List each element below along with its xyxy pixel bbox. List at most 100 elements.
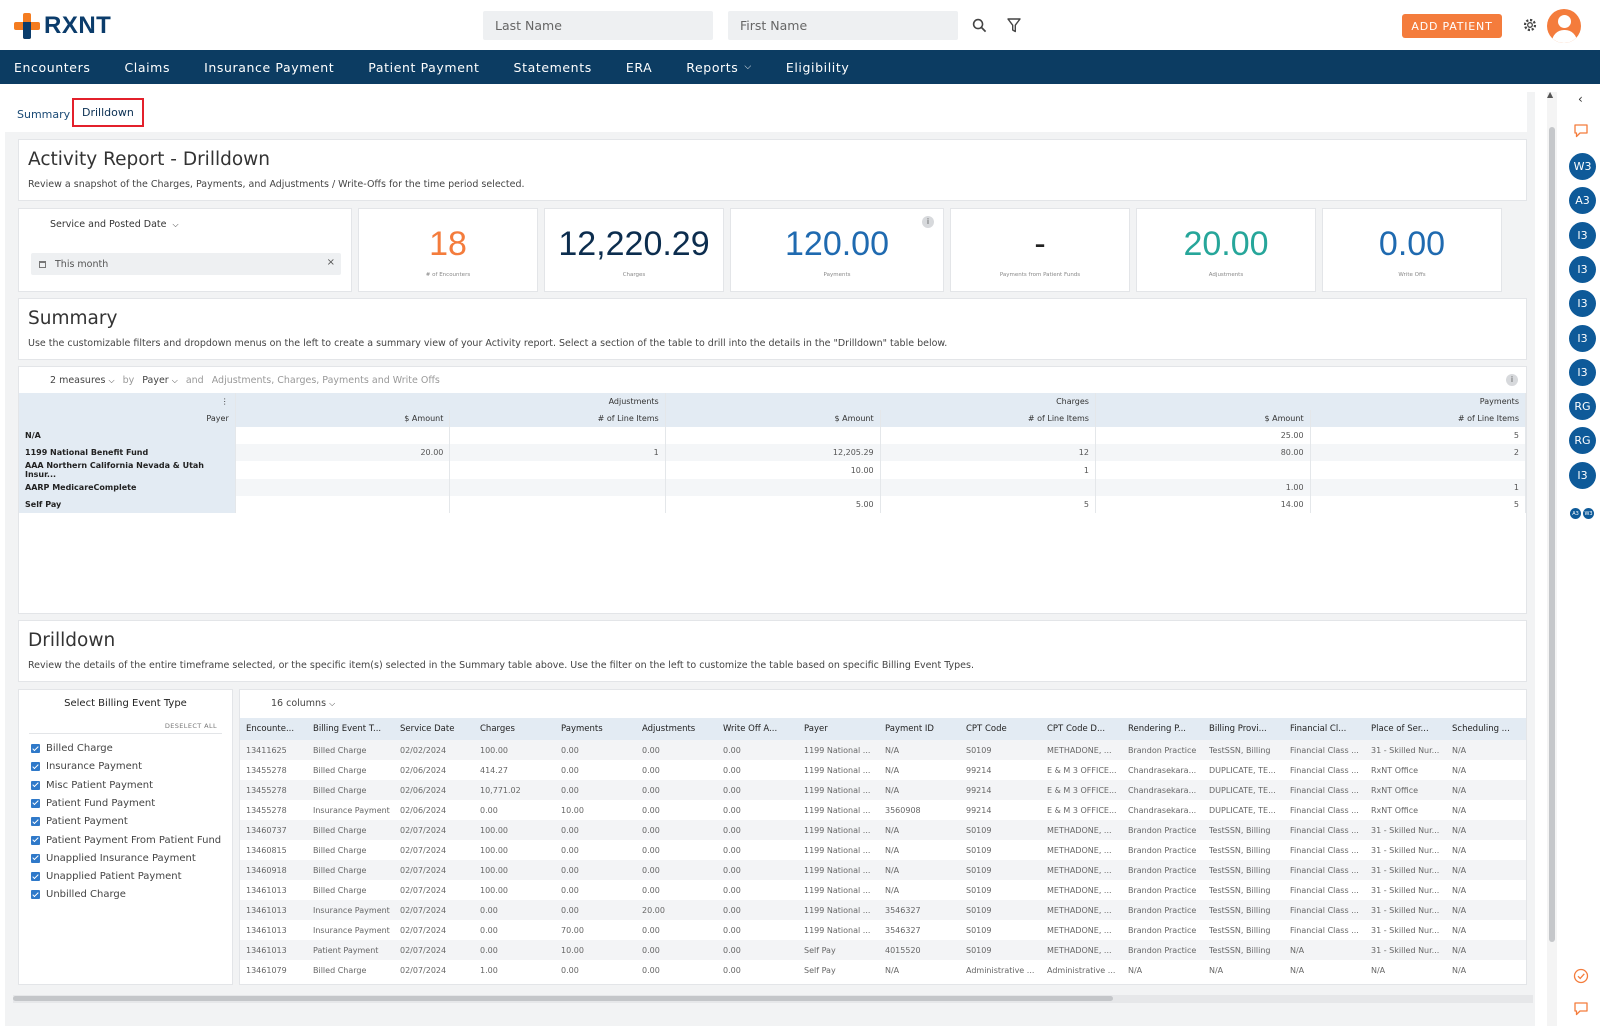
filter-icon[interactable]	[1003, 14, 1025, 36]
checkbox-checked-icon[interactable]	[31, 780, 40, 790]
column-header[interactable]: Place of Ser...	[1365, 718, 1446, 740]
billing-type-option[interactable]: Misc Patient Payment	[31, 780, 153, 791]
billing-type-option[interactable]: Unbilled Charge	[31, 889, 126, 900]
payer-cell[interactable]: Self Pay	[19, 496, 236, 513]
table-row[interactable]: 13461013 Insurance Payment 02/07/2024 0.00 0…	[240, 900, 1526, 920]
user-bubble[interactable]: RG	[1569, 393, 1596, 421]
value-cell[interactable]: 5	[1310, 496, 1527, 513]
user-bubble-small[interactable]: A3	[1570, 508, 1581, 519]
info-icon[interactable]: i	[1506, 374, 1518, 386]
user-avatar[interactable]	[1547, 9, 1581, 43]
value-cell[interactable]	[665, 427, 881, 444]
value-cell[interactable]	[880, 479, 1096, 496]
collapse-rail-icon[interactable]: ‹	[1578, 92, 1583, 106]
table-row[interactable]: 13460815 Billed Charge 02/07/2024 100.00 0.0…	[240, 840, 1526, 860]
payer-dropdown[interactable]: Payer ⌵	[142, 375, 178, 386]
messages-icon[interactable]	[1573, 1001, 1589, 1020]
column-header[interactable]: Payment ID	[879, 718, 960, 740]
payer-cell[interactable]: 1199 National Benefit Fund	[19, 444, 236, 461]
column-header[interactable]: Service Date	[394, 718, 474, 740]
table-row[interactable]: 13455278 Insurance Payment 02/06/2024 0.00 1…	[240, 800, 1526, 820]
column-header[interactable]: Billing Provi...	[1203, 718, 1284, 740]
summary-row[interactable]: AAA Northern California Nevada & Utah In…	[19, 461, 1527, 479]
nav-item-era[interactable]: ERA	[625, 59, 653, 75]
column-header[interactable]: Payments	[555, 718, 636, 740]
value-cell[interactable]: 5	[880, 496, 1096, 513]
kpi-adjustments[interactable]: 20.00 Adjustments	[1136, 208, 1316, 292]
table-row[interactable]: 13461013 Billed Charge 02/07/2024 100.00 0.0…	[240, 880, 1526, 900]
nav-item-reports[interactable]: Reports ⌵	[686, 60, 752, 75]
column-header[interactable]: Write Off A...	[717, 718, 798, 740]
value-cell[interactable]	[235, 496, 451, 513]
column-header[interactable]: $ Amount	[665, 410, 881, 427]
date-range-field[interactable]: This month ×	[31, 253, 341, 275]
value-cell[interactable]	[665, 479, 881, 496]
deselect-all-button[interactable]: DESELECT ALL	[164, 722, 217, 730]
checkbox-checked-icon[interactable]	[31, 890, 40, 900]
vertical-scroll-thumb[interactable]	[1549, 127, 1555, 942]
add-patient-button[interactable]: ADD PATIENT	[1402, 14, 1502, 38]
value-cell[interactable]: 25.00	[1095, 427, 1311, 444]
payer-column-header[interactable]: Payer	[19, 410, 236, 427]
billing-type-option[interactable]: Patient Payment	[31, 816, 128, 827]
columns-label[interactable]: Adjustments, Charges, Payments and Write…	[211, 374, 440, 386]
value-cell[interactable]	[880, 427, 1096, 444]
column-header[interactable]: Billing Event T...	[307, 718, 394, 740]
user-bubble[interactable]: I3	[1569, 221, 1596, 249]
value-cell[interactable]	[449, 479, 666, 496]
scroll-up-icon[interactable]: ▲	[1547, 90, 1554, 99]
value-cell[interactable]: 10.00	[665, 461, 881, 479]
table-row[interactable]: 13461013 Patient Payment 02/07/2024 0.00 10.…	[240, 940, 1526, 960]
column-header[interactable]: CPT Code	[960, 718, 1041, 740]
column-header[interactable]: Rendering P...	[1122, 718, 1203, 740]
pivot-menu-icon[interactable]: ⋮	[19, 393, 236, 410]
value-cell[interactable]	[449, 461, 666, 479]
measures-dropdown[interactable]: 2 measures ⌵	[50, 375, 115, 386]
table-row[interactable]: 13455278 Billed Charge 02/06/2024 10,771.02…	[240, 780, 1526, 800]
nav-item-insurance-payment[interactable]: Insurance Payment	[204, 59, 335, 75]
table-row[interactable]: 13461013 Insurance Payment 02/07/2024 0.00 7…	[240, 920, 1526, 940]
nav-item-patient-payment[interactable]: Patient Payment	[368, 59, 480, 75]
user-bubble[interactable]: W3	[1569, 153, 1596, 180]
checkbox-checked-icon[interactable]	[31, 835, 40, 845]
column-header[interactable]: # of Line Items	[449, 410, 666, 427]
column-header[interactable]: $ Amount	[235, 410, 451, 427]
kpi-patient-fund-payments[interactable]: - Payments from Patient Funds	[950, 208, 1130, 292]
checkbox-checked-icon[interactable]	[31, 872, 40, 882]
tasks-check-icon[interactable]	[1573, 968, 1589, 988]
group-header[interactable]: Adjustments	[235, 393, 666, 410]
column-header[interactable]: # of Line Items	[1310, 410, 1527, 427]
summary-row[interactable]: 1199 National Benefit Fund 20.00 1 12,205.2…	[19, 444, 1527, 461]
kpi-charges[interactable]: 12,220.29 Charges	[544, 208, 724, 292]
info-icon[interactable]: i	[922, 216, 934, 228]
billing-type-option[interactable]: Unapplied Insurance Payment	[31, 853, 196, 864]
column-header[interactable]: Encounte...	[240, 718, 307, 740]
nav-item-statements[interactable]: Statements	[513, 59, 592, 75]
column-header[interactable]: Charges	[474, 718, 555, 740]
last-name-input[interactable]	[483, 11, 713, 40]
group-header[interactable]: Charges	[665, 393, 1096, 410]
billing-type-option[interactable]: Insurance Payment	[31, 761, 142, 772]
rxnt-logo[interactable]: RXNT	[14, 12, 111, 40]
first-name-input[interactable]	[728, 11, 958, 40]
table-row[interactable]: 13455278 Billed Charge 02/06/2024 414.27 0.0…	[240, 760, 1526, 780]
user-bubble[interactable]: A3	[1569, 187, 1596, 215]
payer-cell[interactable]: AARP MedicareComplete	[19, 479, 236, 496]
clear-date-icon[interactable]: ×	[326, 257, 335, 268]
user-bubble[interactable]: I3	[1569, 324, 1596, 352]
table-row[interactable]: 13460737 Billed Charge 02/07/2024 100.00 0.0…	[240, 820, 1526, 840]
payer-cell[interactable]: N/A	[19, 427, 236, 444]
billing-type-option[interactable]: Patient Fund Payment	[31, 798, 155, 809]
payer-cell[interactable]: AAA Northern California Nevada & Utah In…	[19, 461, 236, 479]
user-bubble[interactable]: I3	[1569, 461, 1596, 489]
value-cell[interactable]: 14.00	[1095, 496, 1311, 513]
value-cell[interactable]	[1095, 461, 1311, 479]
horizontal-scrollbar[interactable]	[13, 995, 1533, 1003]
billing-type-option[interactable]: Patient Payment From Patient Fund	[31, 835, 221, 846]
value-cell[interactable]: 1	[880, 461, 1096, 479]
checkbox-checked-icon[interactable]	[31, 762, 40, 772]
column-header[interactable]: Payer	[798, 718, 879, 740]
checkbox-checked-icon[interactable]	[31, 798, 40, 808]
nav-item-eligibility[interactable]: Eligibility	[785, 59, 850, 75]
value-cell[interactable]: 20.00	[235, 444, 451, 461]
